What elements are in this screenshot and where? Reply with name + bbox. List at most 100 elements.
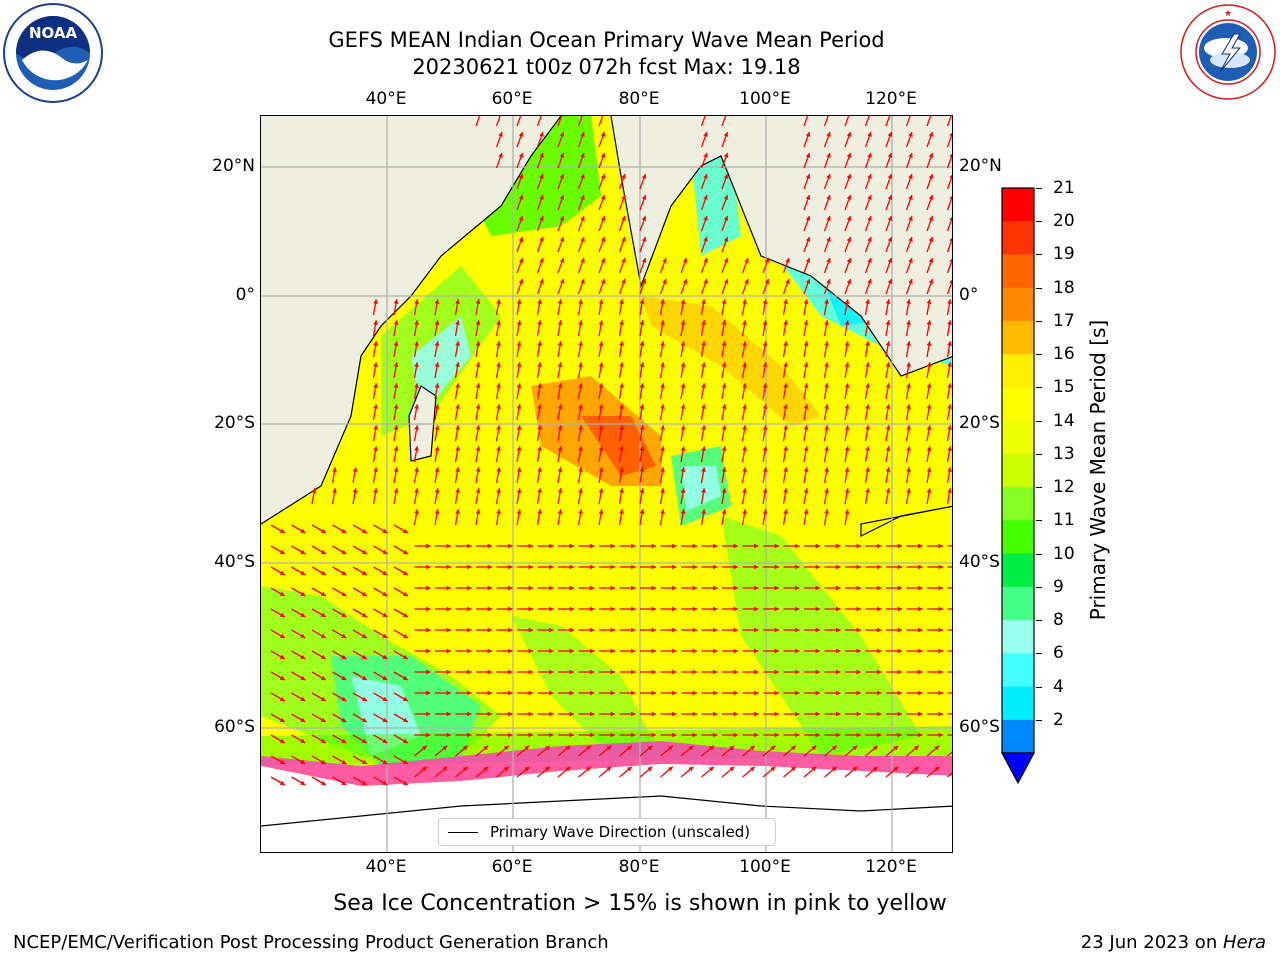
wave-direction-arrow	[516, 173, 524, 190]
wave-direction-arrow	[803, 257, 811, 274]
colorbar-tick-mark	[1036, 553, 1042, 555]
wave-direction-arrow	[886, 711, 902, 717]
wave-direction-arrow	[905, 383, 911, 400]
wave-direction-arrow	[332, 629, 347, 639]
colorbar-segment	[1002, 553, 1034, 588]
colorbar-tick-label: 15	[1053, 377, 1075, 398]
wave-direction-arrow	[947, 692, 952, 694]
wave-direction-arrow	[558, 669, 574, 675]
wave-direction-arrow	[558, 564, 574, 570]
wave-direction-arrow	[783, 606, 800, 612]
wave-direction-arrow	[373, 650, 388, 660]
wave-direction-arrow	[537, 711, 554, 717]
wave-direction-arrow	[886, 606, 902, 612]
wave-direction-arrow	[495, 425, 501, 442]
colorbar-tick-mark	[1036, 487, 1042, 489]
wave-direction-arrow	[885, 215, 893, 232]
wave-direction-arrow	[742, 606, 759, 612]
wave-direction-arrow	[681, 543, 697, 549]
wave-direction-arrow	[804, 732, 820, 738]
wave-direction-arrow	[270, 692, 286, 702]
wave-direction-arrow	[393, 299, 399, 316]
wave-direction-arrow	[311, 608, 327, 618]
wave-direction-arrow	[639, 404, 645, 421]
wave-direction-arrow	[864, 341, 870, 358]
colorbar-frame	[1001, 187, 1035, 754]
wave-direction-arrow	[536, 404, 542, 421]
wave-direction-arrow	[577, 509, 583, 526]
colorbar-tick-label: 17	[1053, 310, 1075, 331]
wave-direction-arrow	[496, 585, 513, 591]
colorbar-ticks: 21 20 19 18 17 16 15 14 13 12 11 10 9 8 6 4 2	[1036, 0, 1096, 960]
wave-direction-arrow	[291, 587, 306, 597]
wave-direction-arrow	[517, 543, 533, 549]
wave-direction-arrow	[886, 564, 902, 570]
wave-direction-arrow	[824, 690, 841, 696]
wave-direction-arrow	[352, 629, 368, 639]
wave-direction-arrow	[598, 509, 604, 526]
wave-direction-arrow	[577, 299, 583, 316]
wave-direction-arrow	[926, 131, 934, 148]
colorbar-tick-label: 16	[1053, 344, 1075, 365]
wave-direction-arrow	[577, 236, 585, 253]
wave-direction-arrow	[721, 320, 727, 337]
wave-direction-arrow	[578, 648, 595, 654]
colorbar-tick-label: 18	[1053, 277, 1075, 298]
wave-direction-arrow	[393, 587, 409, 597]
wave-direction-arrow	[475, 467, 481, 484]
wave-direction-arrow	[803, 299, 809, 316]
wave-direction-arrow	[824, 745, 838, 757]
wave-direction-arrow	[762, 362, 768, 379]
wave-direction-arrow	[618, 194, 626, 211]
wave-direction-arrow	[291, 734, 306, 744]
wave-direction-arrow	[926, 745, 940, 757]
wave-direction-arrow	[926, 194, 934, 211]
wave-direction-arrow	[782, 488, 788, 505]
wave-direction-arrow	[947, 629, 952, 631]
wave-direction-arrow	[905, 215, 913, 232]
wave-direction-arrow	[905, 446, 911, 463]
wave-direction-arrow	[721, 341, 727, 358]
wave-direction-arrow	[741, 362, 747, 379]
wave-direction-arrow	[926, 404, 932, 421]
wave-direction-arrow	[455, 606, 472, 612]
wave-direction-arrow	[885, 425, 891, 442]
wave-direction-arrow	[660, 627, 677, 633]
wave-direction-arrow	[352, 587, 368, 597]
wave-direction-arrow	[516, 236, 524, 253]
wave-direction-arrow	[639, 257, 647, 274]
wave-direction-arrow	[332, 755, 347, 765]
wave-direction-arrow	[823, 131, 831, 148]
wave-direction-arrow	[332, 545, 347, 555]
wave-direction-arrow	[372, 425, 378, 442]
wave-direction-arrow	[352, 776, 368, 786]
wave-direction-arrow	[618, 362, 624, 379]
wave-direction-arrow	[536, 320, 542, 337]
wave-direction-arrow	[639, 425, 645, 442]
wave-direction-arrow	[455, 766, 469, 778]
wave-direction-arrow	[927, 627, 943, 633]
wave-direction-arrow	[639, 446, 645, 463]
wave-direction-arrow	[681, 690, 697, 696]
wave-direction-arrow	[845, 648, 861, 654]
colorbar-segment	[1002, 620, 1034, 654]
wave-direction-arrow	[270, 545, 286, 555]
wave-direction-arrow	[557, 236, 565, 253]
wave-direction-arrow	[413, 509, 419, 526]
wave-direction-arrow	[495, 488, 501, 505]
wave-direction-arrow	[311, 755, 327, 765]
wave-direction-arrow	[680, 320, 686, 337]
wave-direction-arrow	[680, 488, 686, 505]
wave-direction-arrow	[823, 194, 831, 211]
wave-direction-arrow	[599, 606, 615, 612]
lon-label-top-80e: 80°E	[618, 89, 660, 109]
colorbar-segment	[1002, 453, 1034, 488]
wave-direction-arrow	[803, 173, 811, 190]
wave-direction-arrow	[885, 236, 893, 253]
wave-direction-arrow	[332, 776, 347, 786]
wave-direction-arrow	[618, 173, 626, 190]
wave-direction-arrow	[741, 467, 747, 484]
wave-direction-arrow	[681, 606, 697, 612]
wave-direction-arrow	[598, 488, 604, 505]
wave-direction-arrow	[927, 606, 943, 612]
